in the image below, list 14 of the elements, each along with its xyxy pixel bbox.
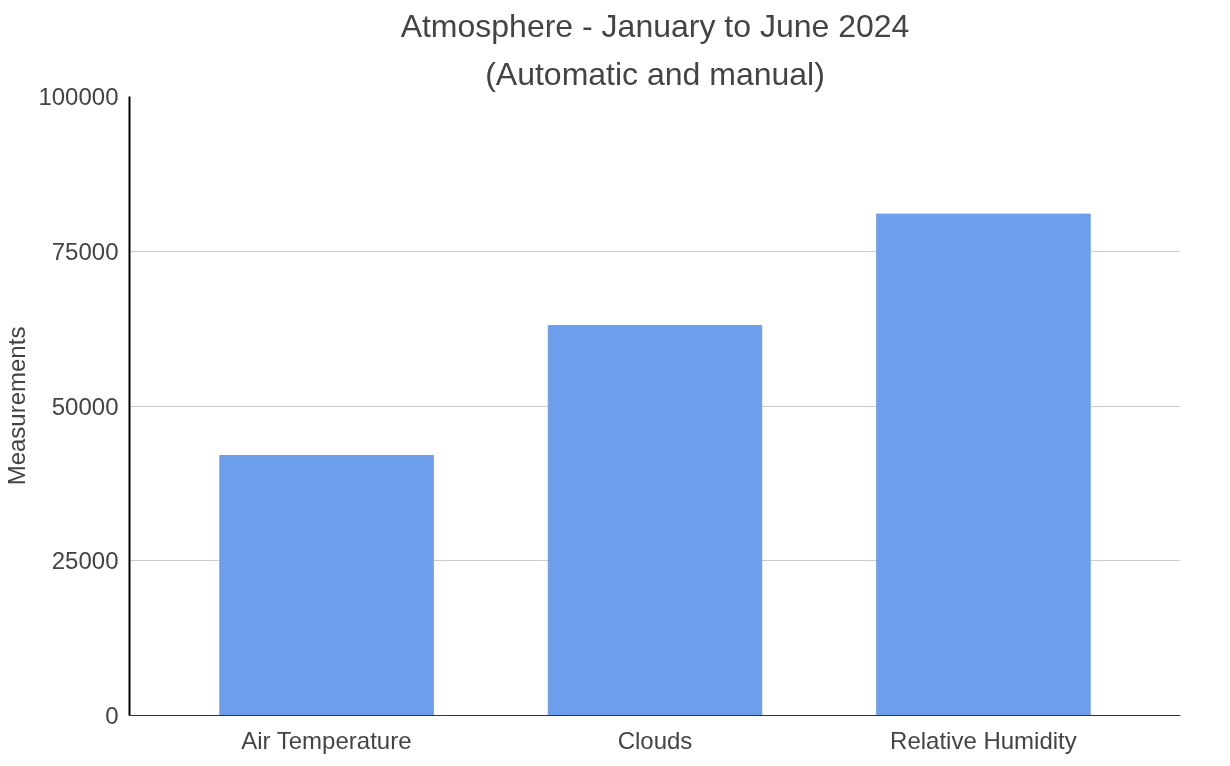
x-tick-label: Air Temperature <box>241 726 412 754</box>
x-tick-label: Relative Humidity <box>890 726 1077 754</box>
y-tick-label: 50000 <box>51 392 119 420</box>
y-axis-title: Measurements <box>3 326 31 486</box>
y-tick-label: 25000 <box>51 547 119 575</box>
y-tick-label: 100000 <box>38 83 119 110</box>
chart-subtitle: (Automatic and manual) <box>485 55 825 92</box>
bar <box>547 325 763 716</box>
y-tick-label: 0 <box>105 702 119 729</box>
bar <box>876 213 1091 716</box>
chart-title: Atmosphere - January to June 2024 <box>400 7 910 44</box>
bar <box>219 455 434 716</box>
y-tick-label: 75000 <box>51 237 119 265</box>
x-tick-label: Clouds <box>617 726 693 754</box>
